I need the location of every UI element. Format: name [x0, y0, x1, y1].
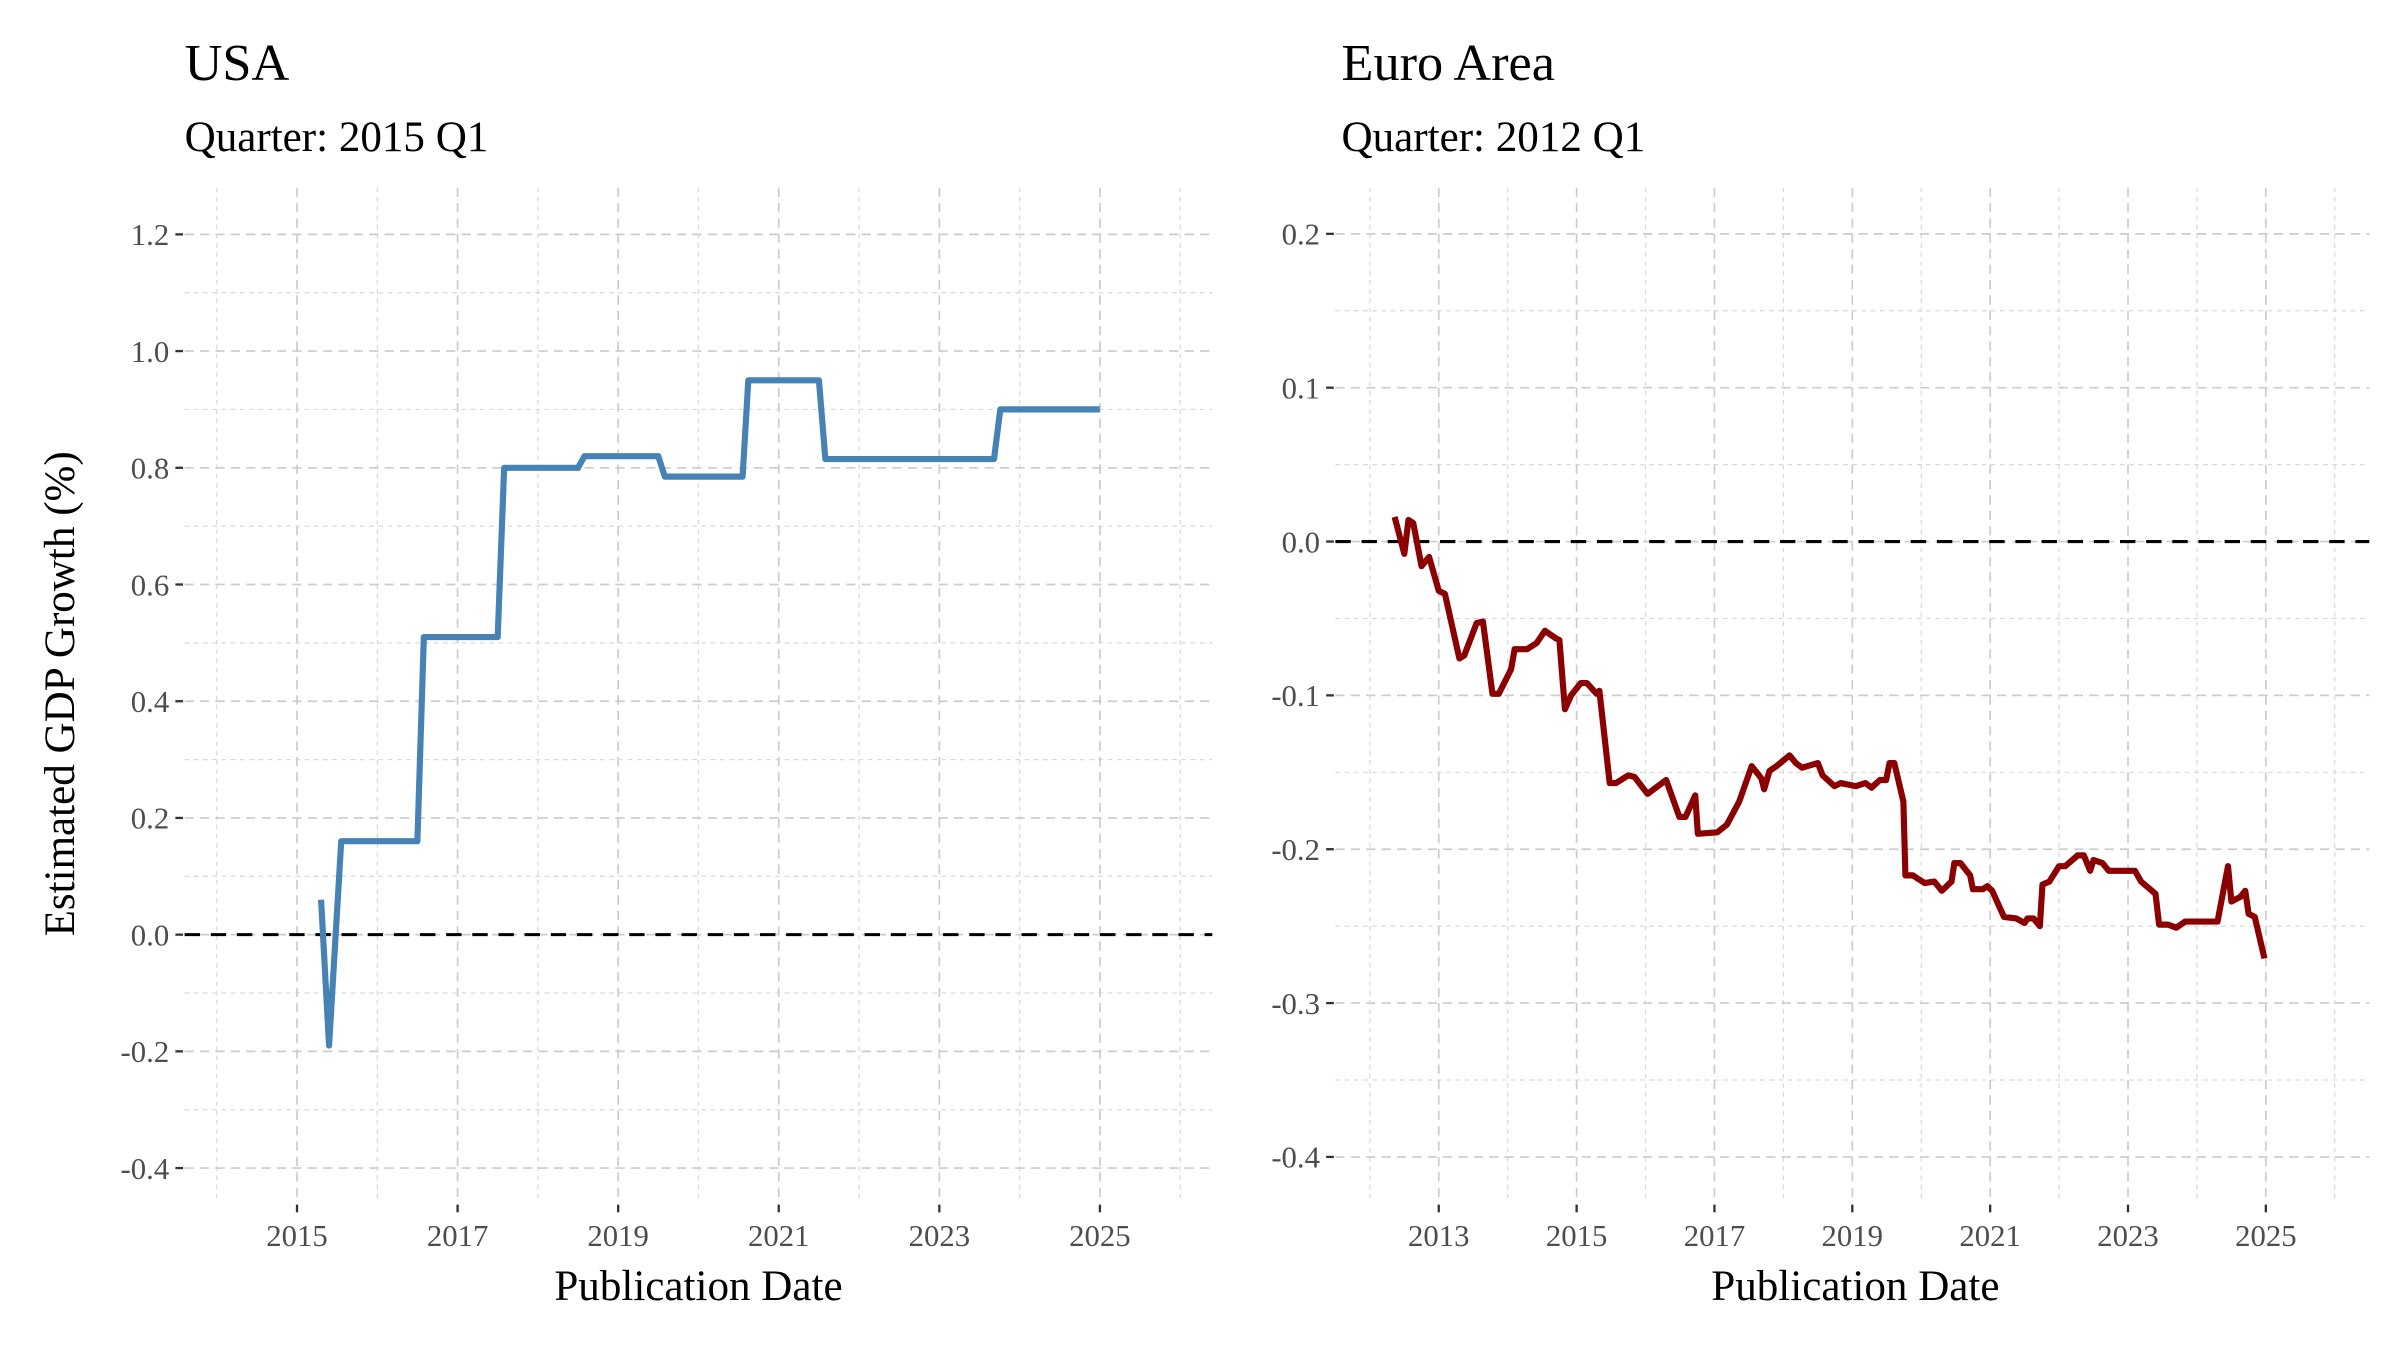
- y-tick-label: 0.0: [131, 918, 169, 952]
- y-tick-label: -0.4: [1271, 1141, 1320, 1175]
- panel-subtitle: Quarter: 2015 Q1: [185, 114, 489, 161]
- y-tick-label: 0.1: [1282, 371, 1320, 405]
- y-tick-label: -0.2: [121, 1035, 170, 1069]
- y-tick-label: 0.2: [1282, 218, 1320, 252]
- x-tick-label: 2015: [1546, 1219, 1608, 1253]
- x-tick-label: 2017: [427, 1219, 489, 1253]
- y-tick-label: -0.1: [1271, 679, 1320, 713]
- plot-area-usa: -0.4 -0.2 0.0 0.2 0.4 0.6 0.8 1.0 1.2 2015 2017 201…: [121, 187, 1213, 1253]
- x-axis-label: Publication Date: [554, 1263, 842, 1310]
- y-tick-label: -0.2: [1271, 833, 1320, 867]
- plot-area-euro-area: -0.4 -0.3 -0.2 -0.1 0.0 0.1 0.2 2013 2015 2017 201…: [1271, 187, 2370, 1253]
- y-axis-label: Estimated GDP Growth (%): [37, 451, 84, 936]
- x-tick-label: 2021: [748, 1219, 810, 1253]
- series-line: [318, 377, 1100, 1049]
- y-tick-label: 0.8: [131, 452, 169, 486]
- x-tick-label: 2019: [587, 1219, 649, 1253]
- y-tick-label: 1.0: [131, 335, 169, 369]
- y-tick-label: 0.0: [1282, 525, 1320, 559]
- x-tick-label: 2023: [2097, 1219, 2159, 1253]
- x-tick-label: 2019: [1822, 1219, 1884, 1253]
- panel-title: USA: [185, 34, 290, 92]
- y-tick-label: 0.2: [131, 802, 169, 836]
- y-tick-label: 1.2: [131, 218, 169, 252]
- y-tick-label: 0.6: [131, 568, 169, 602]
- x-tick-label: 2021: [1959, 1219, 2021, 1253]
- panel-euro-area: Euro Area Quarter: 2012 Q1 Publication D…: [1271, 34, 2370, 1310]
- x-tick-label: 2013: [1408, 1219, 1470, 1253]
- x-tick-label: 2025: [1069, 1219, 1130, 1253]
- x-tick-label: 2015: [266, 1219, 328, 1253]
- y-tick-label: 0.4: [131, 685, 169, 719]
- series-line: [1391, 516, 2268, 960]
- x-axis-label: Publication Date: [1711, 1263, 1999, 1310]
- x-tick-label: 2017: [1684, 1219, 1745, 1253]
- y-tick-label: -0.3: [1271, 987, 1320, 1021]
- x-tick-label: 2023: [909, 1219, 970, 1253]
- x-tick-label: 2025: [2235, 1219, 2297, 1253]
- panel-usa: USA Quarter: 2015 Q1 Publication Date Es…: [37, 34, 1213, 1310]
- panel-title: Euro Area: [1342, 34, 1555, 92]
- panel-subtitle: Quarter: 2012 Q1: [1342, 114, 1646, 161]
- y-tick-label: -0.4: [121, 1152, 170, 1186]
